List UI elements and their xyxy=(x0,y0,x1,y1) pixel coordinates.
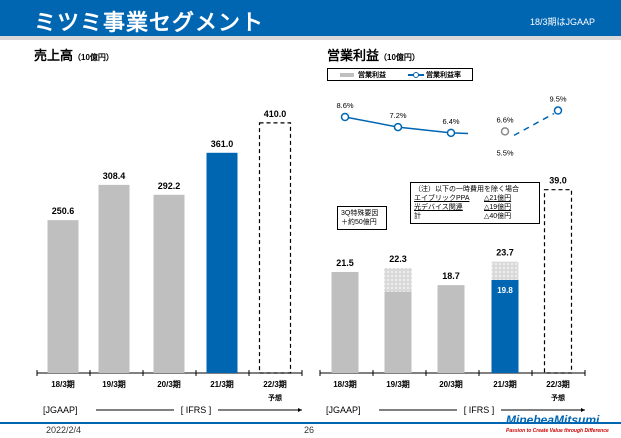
margin-label: 6.6% xyxy=(496,115,513,124)
header-bar: ミツミ事業セグメント 18/3期はJGAAP xyxy=(0,0,621,36)
q3-line2: ＋約50億円 xyxy=(341,219,377,226)
op-category-label: 22/3期 xyxy=(546,379,570,389)
margin-label: 6.4% xyxy=(442,117,459,126)
note-label: エイブリックPPA xyxy=(414,195,470,202)
margin-point xyxy=(393,122,403,132)
op-bar xyxy=(437,285,465,373)
op-value-label: 22.3 xyxy=(389,254,407,264)
sales-value-label: 410.0 xyxy=(264,109,287,119)
sales-category-label: 19/3期 xyxy=(102,379,126,389)
sales-unit: （10億円） xyxy=(73,53,114,62)
sales-value-label: 292.2 xyxy=(158,181,181,191)
cost-note: （注）以下の一時費用を除く場合 エイブリックPPA △21億円 光デバイス関連 △1… xyxy=(410,182,540,224)
op-period-ifrs: [ IFRS ] xyxy=(464,405,495,415)
note-label: 計 xyxy=(414,213,421,220)
op-category-label: 20/3期 xyxy=(439,379,463,389)
sales-title: 売上高（10億円） xyxy=(34,45,114,64)
divider xyxy=(0,36,621,40)
logo-tagline: Passion to Create Value through Differen… xyxy=(506,428,609,434)
op-category-label: 21/3期 xyxy=(493,379,517,389)
op-bar-hatched-portion xyxy=(384,268,412,292)
sales-bar xyxy=(206,152,238,373)
sales-value-label: 361.0 xyxy=(211,139,234,149)
q3-line1: 3Q特殊要因 xyxy=(341,210,379,217)
op-arrow-head xyxy=(581,408,585,412)
op-title-text: 営業利益 xyxy=(327,48,380,63)
op-value-label: 21.5 xyxy=(336,258,354,268)
op-bar-hatched-portion xyxy=(491,261,519,280)
margin-label: 7.2% xyxy=(389,111,406,120)
sales-category-label: 21/3期 xyxy=(210,379,234,389)
op-value-label: 18.7 xyxy=(442,271,460,281)
op-category-label: 18/3期 xyxy=(333,379,357,389)
note-value: △40億円 xyxy=(484,213,512,220)
margin-point xyxy=(340,112,350,122)
op-value-label: 39.0 xyxy=(549,176,567,186)
sales-category-sublabel: 予想 xyxy=(268,393,282,402)
legend-line-label: 営業利益率 xyxy=(426,72,461,79)
sales-category-label: 20/3期 xyxy=(157,379,181,389)
sales-bar xyxy=(153,194,185,373)
page-number: 26 xyxy=(304,425,315,435)
op-category-label: 19/3期 xyxy=(386,379,410,389)
op-bar xyxy=(491,279,519,373)
q3-annotation: 3Q特殊要因 ＋約50億円 xyxy=(337,206,387,230)
callout-line xyxy=(474,225,496,253)
sales-value-label: 250.6 xyxy=(52,206,75,216)
legend-bar-label: 営業利益 xyxy=(358,72,386,79)
op-inner-label: 19.8 xyxy=(497,286,513,295)
note-row: 光デバイス関連 △19億円 xyxy=(414,203,536,212)
margin-point xyxy=(553,106,563,115)
margin-line xyxy=(344,116,469,135)
footer-line xyxy=(0,422,621,424)
note-value: △19億円 xyxy=(484,204,512,211)
company-logo: MinebeaMitsumi Passion to Create Value th… xyxy=(506,413,609,435)
legend-swatch-bar xyxy=(340,73,354,77)
op-unit: （10億円） xyxy=(379,53,420,62)
sales-category-label: 18/3期 xyxy=(51,379,75,389)
op-title: 営業利益（10億円） xyxy=(327,45,420,64)
margin-line-forecast xyxy=(513,112,555,137)
op-bar-forecast xyxy=(543,189,573,374)
op-bar xyxy=(331,271,359,373)
sales-bar xyxy=(47,220,79,373)
op-value-label: 23.7 xyxy=(496,248,514,258)
sales-title-text: 売上高 xyxy=(34,48,74,63)
note-row: 計 △40億円 xyxy=(414,212,536,221)
op-bar xyxy=(384,291,412,373)
sales-value-label: 308.4 xyxy=(103,171,126,181)
margin-point xyxy=(446,128,456,138)
legend: 営業利益 営業利益率 xyxy=(327,68,473,81)
footer-date: 2022/2/4 xyxy=(46,425,82,435)
header-note: 18/3期はJGAAP xyxy=(529,17,595,27)
note-label: 光デバイス関連 xyxy=(414,204,463,211)
margin-point xyxy=(500,127,510,136)
note-value: △21億円 xyxy=(484,195,512,202)
sales-bar xyxy=(98,184,130,373)
legend-marker xyxy=(413,72,419,78)
margin-label: 9.5% xyxy=(549,95,566,104)
callout-line xyxy=(367,235,386,273)
sales-arrow-head xyxy=(298,408,302,412)
note-title: （注）以下の一時費用を除く場合 xyxy=(414,186,519,193)
logo-text: MinebeaMitsumi xyxy=(506,413,600,427)
sales-bar-forecast xyxy=(258,122,292,374)
sales-category-label: 22/3期 xyxy=(263,379,287,389)
page-title: ミツミ事業セグメント xyxy=(34,10,265,35)
sales-period-jgaap: [JGAAP] xyxy=(43,405,78,415)
margin-label: 8.6% xyxy=(336,101,353,110)
op-period-jgaap: [JGAAP] xyxy=(326,405,361,415)
sales-period-ifrs: [ IFRS ] xyxy=(181,405,212,415)
op-category-sublabel: 予想 xyxy=(551,393,565,402)
note-row: エイブリックPPA △21億円 xyxy=(414,194,536,203)
margin-label-extra: 5.5% xyxy=(496,148,513,157)
